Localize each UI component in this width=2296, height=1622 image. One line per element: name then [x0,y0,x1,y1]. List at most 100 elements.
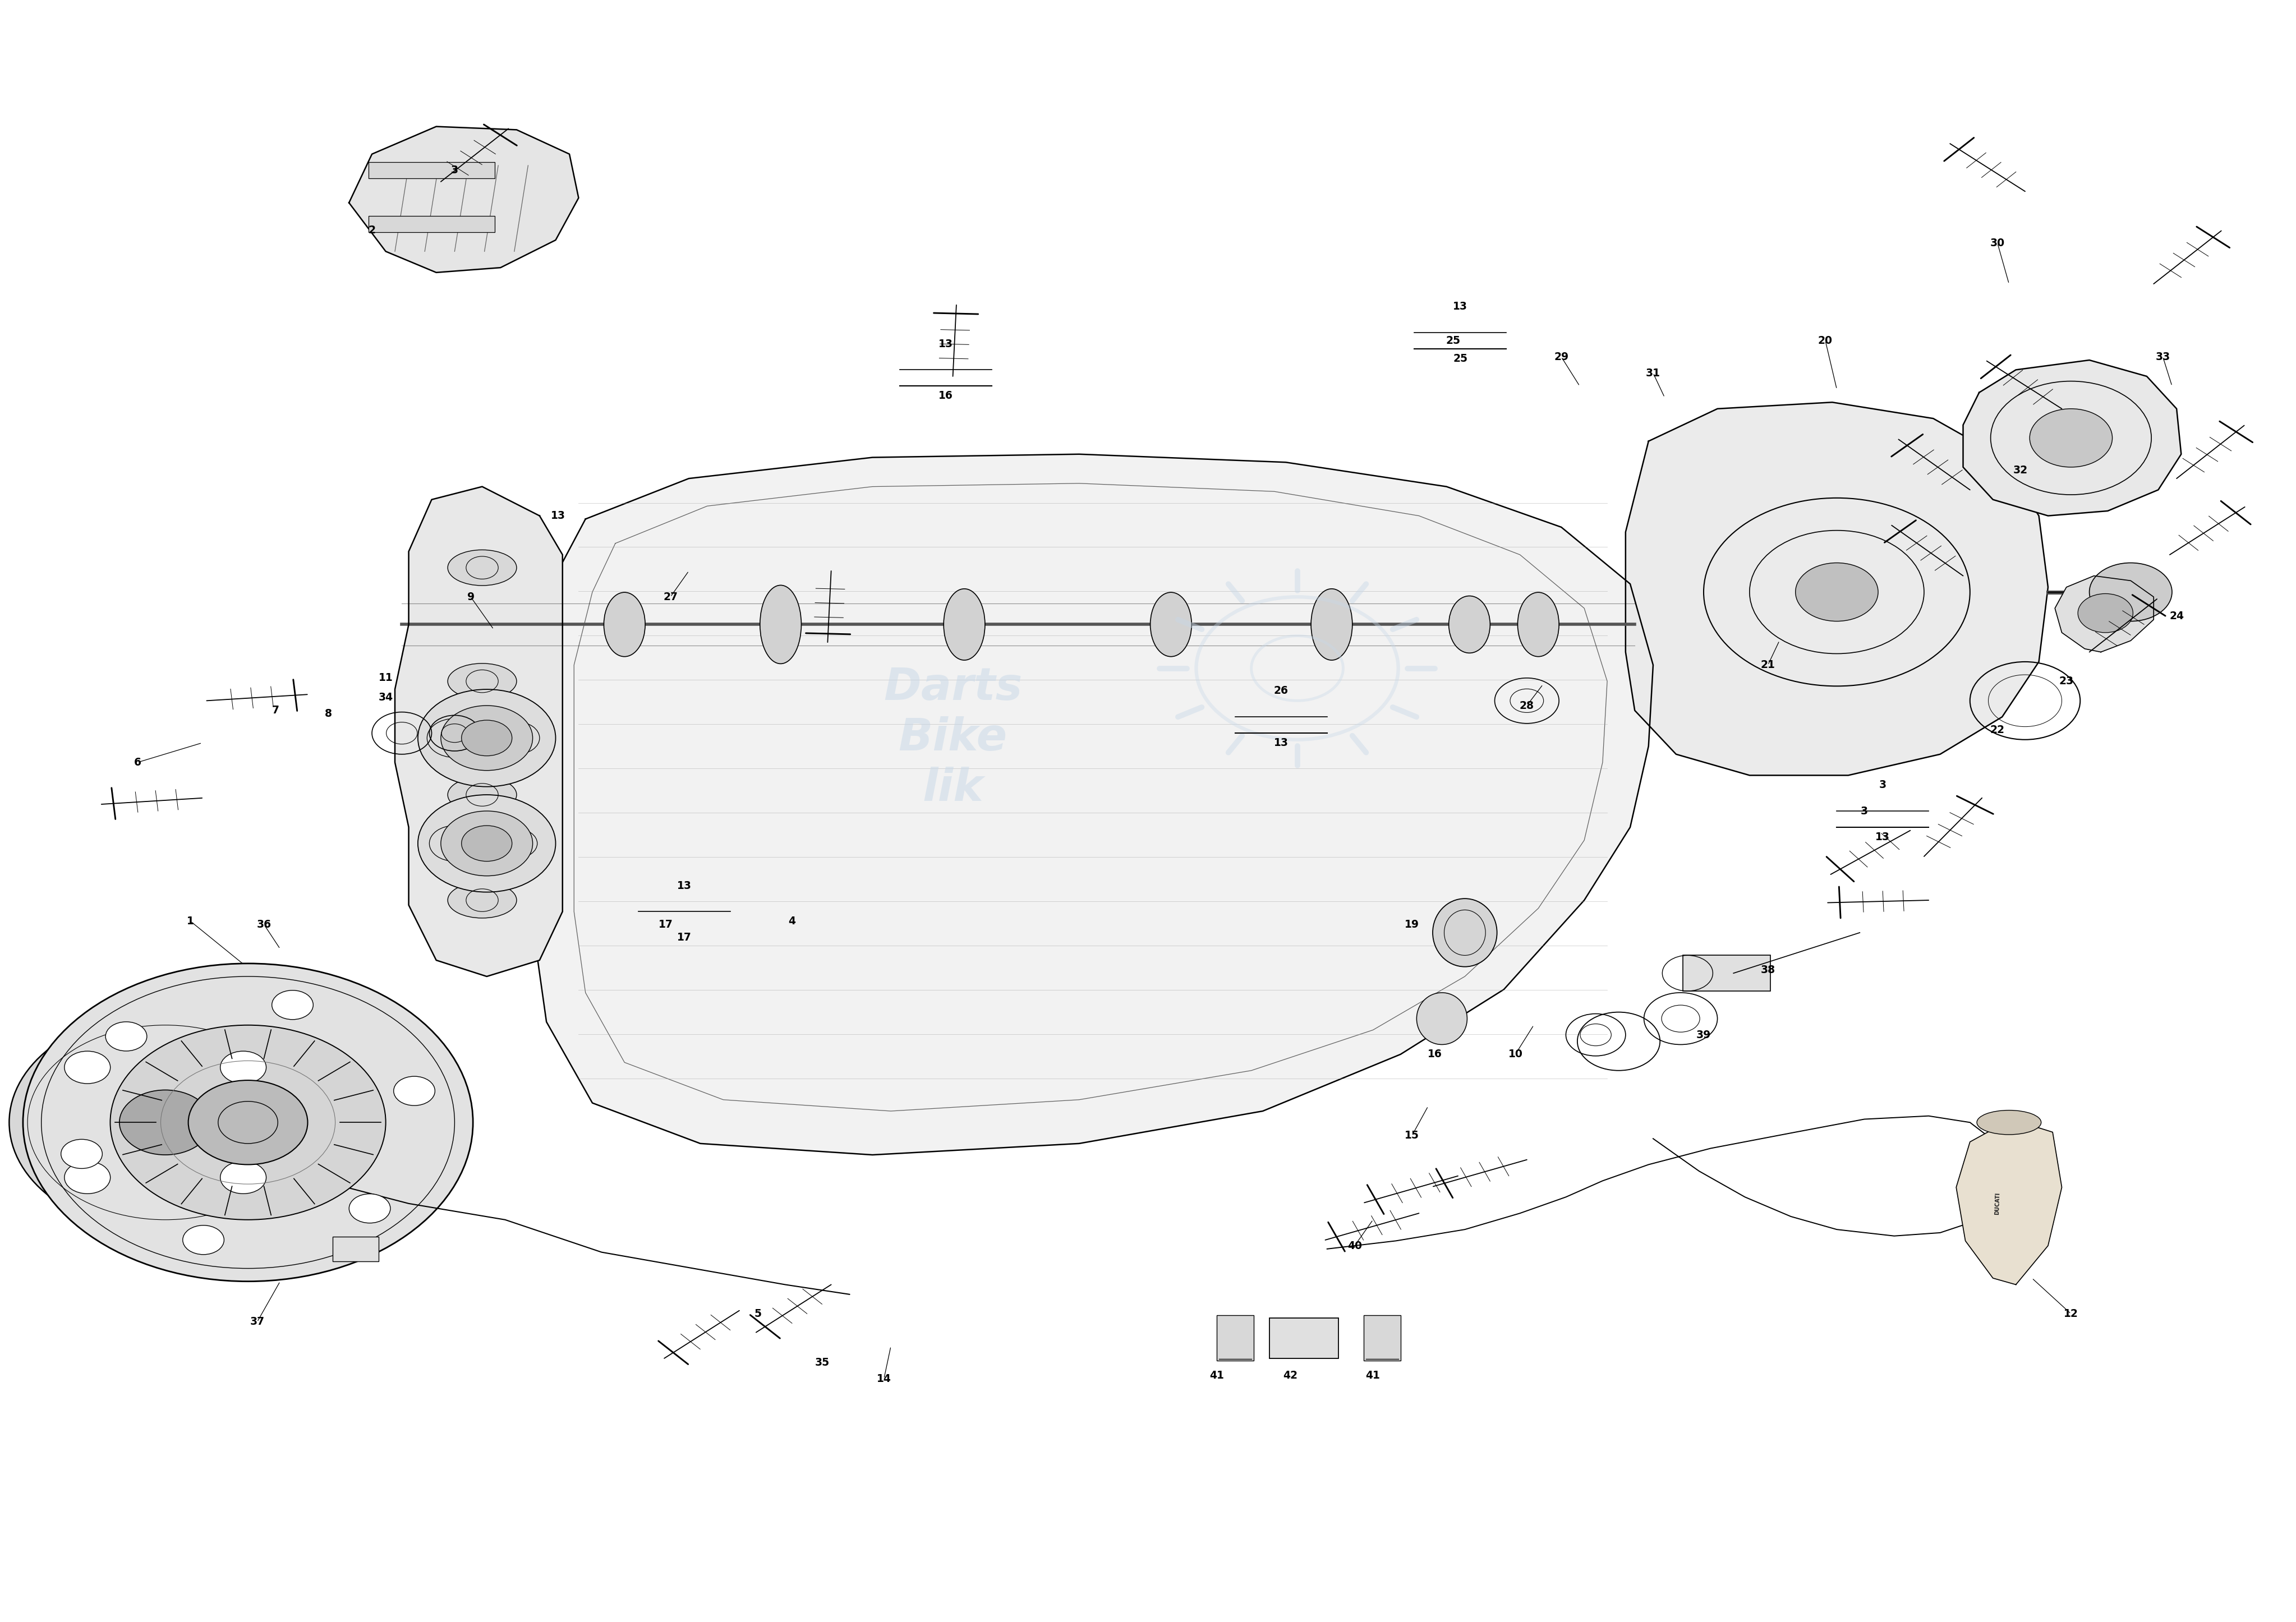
Circle shape [418,795,556,892]
Text: 39: 39 [1697,1030,1711,1040]
Text: Darts
Bike
lik: Darts Bike lik [884,665,1022,811]
FancyBboxPatch shape [1364,1315,1401,1361]
FancyBboxPatch shape [1683,955,1770,991]
Ellipse shape [1150,592,1192,657]
Ellipse shape [604,592,645,657]
Text: 26: 26 [1274,686,1288,696]
Ellipse shape [1449,595,1490,654]
Polygon shape [2055,576,2154,652]
Text: 21: 21 [1761,660,1775,670]
Text: 9: 9 [466,592,475,602]
Text: 29: 29 [1554,352,1568,362]
Circle shape [64,1051,110,1083]
Text: 8: 8 [324,709,333,719]
Circle shape [110,1025,386,1220]
Polygon shape [395,487,563,976]
Text: 40: 40 [1348,1241,1362,1251]
FancyBboxPatch shape [367,162,496,178]
Text: 6: 6 [133,757,142,767]
Circle shape [62,1139,103,1168]
Circle shape [271,991,312,1020]
Text: 16: 16 [1428,1049,1442,1059]
Text: 13: 13 [677,881,691,890]
Text: 37: 37 [250,1317,264,1327]
Text: 19: 19 [1405,920,1419,929]
Circle shape [64,1161,110,1194]
Text: 3: 3 [1878,780,1887,790]
Text: 28: 28 [1520,701,1534,710]
Text: 38: 38 [1761,965,1775,975]
Polygon shape [533,454,1653,1155]
Ellipse shape [448,663,517,699]
FancyBboxPatch shape [333,1236,379,1262]
Text: 2: 2 [367,225,377,235]
Polygon shape [1963,360,2181,516]
Text: 11: 11 [379,673,393,683]
Text: 14: 14 [877,1374,891,1384]
Text: 22: 22 [1991,725,2004,735]
Ellipse shape [1518,592,1559,657]
Text: 27: 27 [664,592,677,602]
Polygon shape [1956,1119,2062,1285]
Circle shape [461,720,512,756]
FancyBboxPatch shape [367,216,496,232]
Text: 34: 34 [379,693,393,702]
Text: 17: 17 [659,920,673,929]
Circle shape [418,689,556,787]
Ellipse shape [1433,899,1497,967]
Text: 42: 42 [1283,1371,1297,1380]
Circle shape [2030,409,2112,467]
Circle shape [119,1090,211,1155]
Text: 25: 25 [1446,336,1460,345]
Circle shape [2078,594,2133,633]
Text: 23: 23 [2060,676,2073,686]
Text: 32: 32 [2014,466,2027,475]
Ellipse shape [448,550,517,586]
Text: 13: 13 [551,511,565,521]
Ellipse shape [944,589,985,660]
Circle shape [2089,563,2172,621]
Text: 10: 10 [1508,1049,1522,1059]
Circle shape [188,1080,308,1165]
Polygon shape [1626,402,2048,775]
Ellipse shape [448,882,517,918]
Circle shape [9,1012,321,1233]
Text: 4: 4 [788,916,797,926]
Text: 41: 41 [1210,1371,1224,1380]
Circle shape [106,1022,147,1051]
Text: 3: 3 [450,165,459,175]
Circle shape [393,1077,434,1106]
Circle shape [23,963,473,1281]
Text: 33: 33 [2156,352,2170,362]
Circle shape [349,1194,390,1223]
Text: 13: 13 [1453,302,1467,311]
Text: 36: 36 [257,920,271,929]
Text: 16: 16 [939,391,953,401]
Ellipse shape [760,586,801,663]
Text: 20: 20 [1818,336,1832,345]
Ellipse shape [1417,993,1467,1045]
Polygon shape [349,127,579,272]
Text: 1: 1 [186,916,195,926]
Text: 13: 13 [939,339,953,349]
Circle shape [461,826,512,861]
Text: 12: 12 [2064,1309,2078,1319]
Text: 13: 13 [1274,738,1288,748]
Circle shape [184,1225,225,1254]
Circle shape [441,811,533,876]
FancyBboxPatch shape [1270,1317,1339,1359]
Text: 5: 5 [753,1309,762,1319]
Text: DUCATI: DUCATI [1995,1192,2000,1215]
Ellipse shape [1311,589,1352,660]
Text: 13: 13 [1876,832,1890,842]
Text: 24: 24 [2170,611,2183,621]
Text: 41: 41 [1366,1371,1380,1380]
Text: 25: 25 [1453,354,1467,363]
Ellipse shape [1977,1109,2041,1135]
Text: 30: 30 [1991,238,2004,248]
Text: 15: 15 [1405,1131,1419,1140]
Text: 7: 7 [271,706,280,715]
Circle shape [1795,563,1878,621]
Text: 31: 31 [1646,368,1660,378]
Ellipse shape [448,777,517,813]
